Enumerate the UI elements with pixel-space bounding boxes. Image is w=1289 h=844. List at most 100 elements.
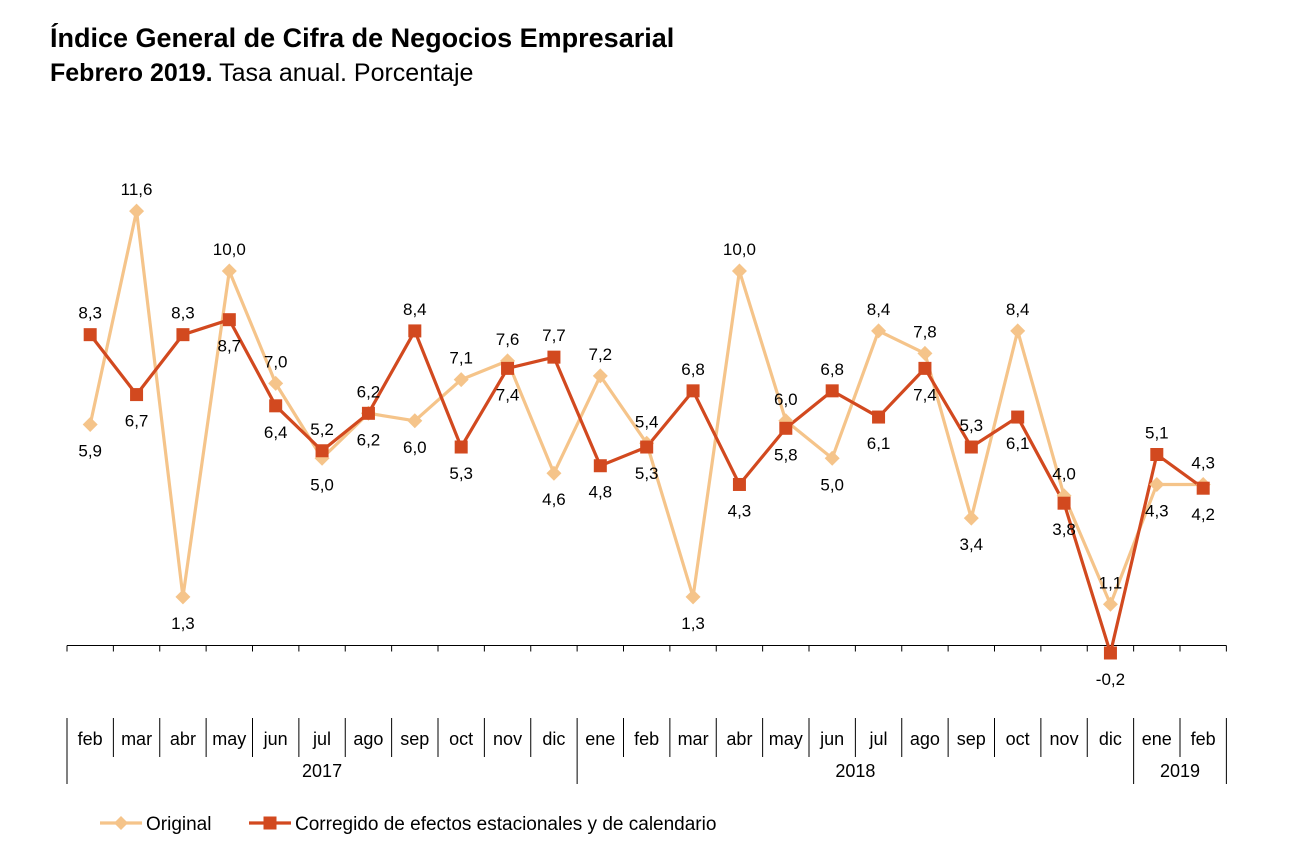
series-line-original — [88, 209, 1204, 606]
x-tick-label: may — [769, 729, 803, 749]
x-tick-label: feb — [634, 729, 659, 749]
corrected-data-label: 4,8 — [588, 483, 612, 502]
original-data-label: 4,3 — [1145, 501, 1169, 520]
original-point — [268, 375, 284, 391]
original-data-label: 10,0 — [723, 240, 756, 259]
original-data-label: 1,3 — [681, 614, 705, 633]
original-point — [221, 263, 237, 279]
original-data-label: 6,2 — [357, 382, 381, 401]
original-data-label: 5,9 — [78, 442, 102, 461]
corrected-point — [269, 399, 283, 413]
corrected-data-label: 5,1 — [1145, 424, 1169, 443]
corrected-data-label: 6,4 — [264, 423, 288, 442]
original-point — [1102, 596, 1118, 612]
chart-subtitle: Febrero 2019. Tasa anual. Porcentaje — [50, 58, 473, 88]
corrected-data-label: 6,2 — [357, 430, 381, 449]
corrected-point — [408, 324, 422, 338]
corrected-point — [361, 406, 375, 420]
x-tick-label: mar — [678, 729, 709, 749]
corrected-point — [1057, 496, 1071, 510]
corrected-data-label: 6,8 — [820, 360, 844, 379]
legend-square-icon — [263, 816, 277, 830]
corrected-data-label: 6,8 — [681, 360, 705, 379]
x-tick-label: sep — [957, 729, 986, 749]
corrected-data-label: 7,4 — [496, 385, 520, 404]
original-data-label: 11,6 — [121, 180, 153, 199]
original-data-label: 4,3 — [1191, 453, 1215, 472]
original-point — [917, 345, 933, 361]
corrected-point — [1011, 410, 1025, 424]
corrected-point — [872, 410, 886, 424]
corrected-data-label: 8,3 — [78, 304, 102, 323]
corrected-point — [222, 313, 236, 327]
chart-title: Índice General de Cifra de Negocios Empr… — [50, 23, 675, 53]
original-data-label: 4,6 — [542, 490, 566, 509]
year-label: 2017 — [302, 761, 342, 781]
corrected-point — [176, 328, 190, 342]
corrected-data-label: 8,4 — [403, 300, 427, 319]
original-point — [592, 368, 608, 384]
corrected-data-label: 6,1 — [867, 434, 891, 453]
original-data-label: 1,3 — [171, 614, 195, 633]
original-data-label: 6,0 — [403, 438, 427, 457]
original-point — [963, 510, 979, 526]
corrected-point — [547, 350, 561, 364]
x-tick-label: oct — [449, 729, 473, 749]
original-point — [175, 589, 191, 605]
original-point — [453, 372, 469, 388]
corrected-data-label: 8,3 — [171, 304, 195, 323]
x-tick-label: jun — [819, 729, 844, 749]
x-tick-label: sep — [400, 729, 429, 749]
original-data-label: 5,0 — [820, 475, 844, 494]
corrected-point — [315, 444, 329, 458]
x-tick-label: ene — [1142, 729, 1172, 749]
legend-label-original: Original — [146, 814, 211, 835]
subtitle-date: Febrero 2019. — [50, 59, 213, 87]
x-tick-label: nov — [493, 729, 522, 749]
corrected-point — [1150, 448, 1164, 462]
original-data-label: 7,8 — [913, 322, 937, 341]
corrected-data-label: 8,7 — [217, 337, 241, 356]
x-tick-label: feb — [78, 729, 103, 749]
original-data-label: 7,2 — [588, 345, 612, 364]
original-data-label: 7,0 — [264, 352, 288, 371]
x-tick-label: jul — [312, 729, 331, 749]
corrected-point — [640, 440, 654, 454]
x-tick-label: jun — [263, 729, 288, 749]
original-point — [1149, 476, 1165, 492]
original-data-label: 5,0 — [310, 475, 334, 494]
legend-diamond-icon — [114, 816, 128, 830]
original-data-label: 4,0 — [1052, 465, 1076, 484]
original-point — [129, 203, 145, 219]
original-point — [731, 263, 747, 279]
x-tick-label: abr — [170, 729, 196, 749]
corrected-point — [454, 440, 468, 454]
original-data-label: 3,4 — [959, 535, 983, 554]
corrected-data-label: 6,1 — [1006, 434, 1030, 453]
corrected-data-label: 5,8 — [774, 445, 798, 464]
original-data-label: 10,0 — [213, 240, 246, 259]
corrected-data-label: 7,4 — [913, 385, 937, 404]
original-data-label: 8,4 — [1006, 300, 1030, 319]
corrected-data-label: 4,2 — [1191, 505, 1215, 524]
corrected-point — [83, 328, 97, 342]
corrected-point — [1196, 481, 1210, 495]
corrected-point — [825, 384, 839, 398]
corrected-point — [593, 459, 607, 473]
original-point — [546, 465, 562, 481]
x-tick-label: dic — [542, 729, 565, 749]
corrected-data-label: 3,8 — [1052, 520, 1076, 539]
original-point — [824, 450, 840, 466]
corrected-data-label: 7,7 — [542, 326, 566, 345]
year-label: 2019 — [1160, 761, 1200, 781]
corrected-point — [964, 440, 978, 454]
x-tick-label: abr — [726, 729, 752, 749]
corrected-data-label: 5,3 — [635, 464, 659, 483]
corrected-data-label: 6,7 — [125, 412, 149, 431]
x-tick-label: may — [212, 729, 246, 749]
corrected-point — [501, 361, 515, 375]
x-tick-label: ago — [353, 729, 383, 749]
original-point — [685, 589, 701, 605]
x-tick-label: mar — [121, 729, 152, 749]
